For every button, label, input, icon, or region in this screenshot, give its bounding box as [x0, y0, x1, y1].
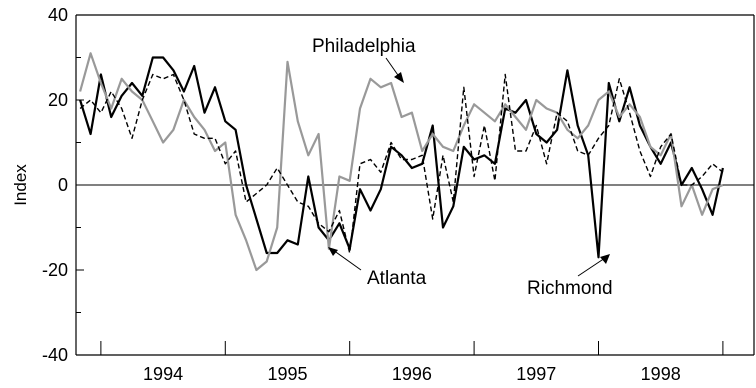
- y-tick-label: 0: [58, 175, 68, 195]
- x-tick-label: 1995: [267, 364, 307, 384]
- x-tick-label: 1998: [641, 364, 681, 384]
- annotation-atlanta-arrow: [332, 249, 362, 271]
- annotation-atlanta: Atlanta: [367, 268, 427, 289]
- y-tick-label: 40: [48, 5, 68, 25]
- x-tick-label: 1997: [516, 364, 556, 384]
- y-tick-label: -40: [42, 345, 68, 365]
- series-line-philadelphia: [79, 52, 724, 272]
- y-tick-label: 20: [48, 90, 68, 110]
- annotations: Philadelphia Atlanta Richmond: [312, 36, 613, 299]
- x-tick-labels: 1994 1995 1996 1997 1998: [143, 364, 681, 384]
- annotation-atlanta-arrowhead: [328, 247, 338, 256]
- x-tick-label: 1996: [392, 364, 432, 384]
- axis-ticks: [76, 14, 724, 356]
- annotation-richmond: Richmond: [527, 278, 613, 299]
- annotation-philadelphia-arrowhead: [394, 72, 404, 83]
- annotation-philadelphia: Philadelphia: [312, 36, 416, 57]
- x-tick-label: 1994: [143, 364, 183, 384]
- annotation-richmond-arrow: [577, 257, 606, 277]
- y-axis-label: Index: [11, 164, 30, 206]
- series-lines: [79, 52, 724, 272]
- series-line-atlanta: [79, 73, 724, 254]
- y-tick-labels: -40 -20 0 20 40: [42, 5, 68, 365]
- annotation-richmond-arrowhead: [600, 254, 610, 264]
- y-tick-label: -20: [42, 260, 68, 280]
